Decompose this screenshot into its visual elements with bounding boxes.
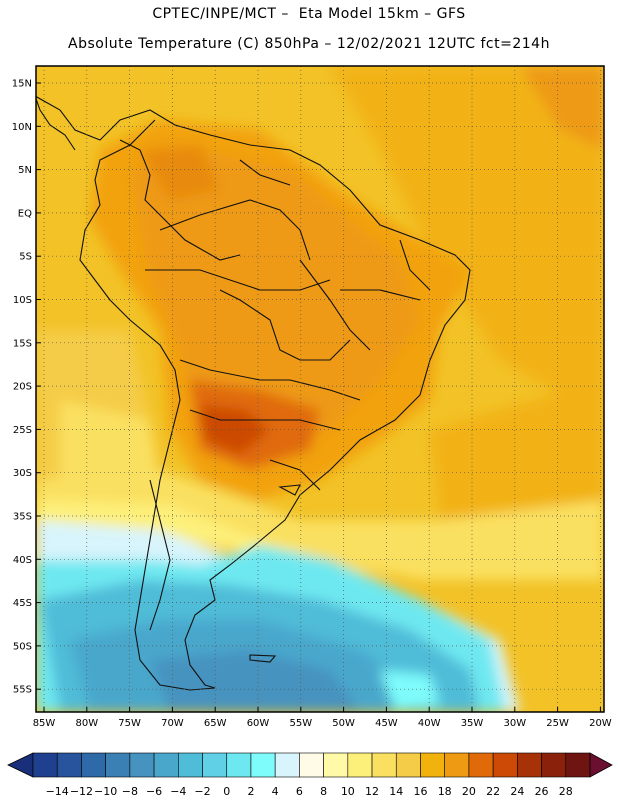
colorbar-label: 16: [413, 785, 427, 798]
lon-label: 55W: [289, 718, 312, 729]
lat-lon-grid: [36, 66, 604, 712]
colorbar-label: 18: [438, 785, 452, 798]
colorbar-label: −12: [70, 785, 93, 798]
lon-label: 60W: [247, 718, 270, 729]
lat-label: 40S: [13, 555, 32, 566]
colorbar-label: −14: [46, 785, 69, 798]
colorbar-swatch: [178, 752, 203, 778]
colorbar-label: 20: [462, 785, 476, 798]
colorbar-swatch: [32, 752, 58, 778]
lon-label: 75W: [118, 718, 141, 729]
colorbar-over-arrow: [589, 752, 613, 778]
lon-label: 65W: [204, 718, 227, 729]
lat-label: 25S: [13, 425, 32, 436]
colorbar-swatch: [56, 752, 82, 778]
colorbar-label: −2: [194, 785, 210, 798]
colorbar-under-arrow: [7, 752, 34, 778]
map-frame: [35, 65, 605, 713]
lon-label: 25W: [546, 718, 569, 729]
colorbar-label: 24: [510, 785, 524, 798]
colorbar-label: 4: [272, 785, 279, 798]
colorbar-swatch: [541, 752, 567, 778]
colorbar-swatch: [202, 752, 228, 778]
colorbar: −14 −12 −10 −8 −6 −4 −2 0 2 4 6 8 10 12 14 16 18 20 22 24 26…: [7, 752, 613, 798]
lat-label: 10S: [13, 295, 32, 306]
map-title-model: CPTEC/INPE/MCT – Eta Model 15km – GFS: [152, 6, 466, 22]
colorbar-label: −10: [94, 785, 117, 798]
lat-label: 55S: [13, 685, 32, 696]
lat-label: 5S: [19, 252, 32, 263]
colorbar-label: −8: [122, 785, 138, 798]
colorbar-label: 22: [486, 785, 500, 798]
colorbar-label: 12: [365, 785, 379, 798]
lat-label: 15N: [12, 79, 32, 90]
colorbar-label: 26: [535, 785, 549, 798]
lon-label: 40W: [418, 718, 441, 729]
lat-label: 20S: [13, 382, 32, 393]
colorbar-swatch: [81, 752, 106, 778]
colorbar-swatch: [371, 752, 397, 778]
lon-label: 85W: [33, 718, 56, 729]
lat-label: 45S: [13, 598, 32, 609]
lon-label: 70W: [161, 718, 184, 729]
lon-label: 50W: [332, 718, 355, 729]
lat-label: 30S: [13, 468, 32, 479]
colorbar-swatch: [299, 752, 324, 778]
colorbar-swatch: [274, 752, 300, 778]
lat-label: 35S: [13, 512, 32, 523]
colorbar-swatch: [129, 752, 155, 778]
colorbar-swatch: [323, 752, 349, 778]
colorbar-label: 2: [247, 785, 254, 798]
lat-label: 5N: [18, 165, 32, 176]
colorbar-swatch: [395, 752, 421, 778]
colorbar-label: 6: [296, 785, 303, 798]
colorbar-swatch: [444, 752, 470, 778]
lon-label: 35W: [461, 718, 484, 729]
colorbar-swatch: [565, 752, 591, 778]
colorbar-swatch: [517, 752, 542, 778]
lat-label: 10N: [12, 122, 32, 133]
lat-label: EQ: [18, 208, 32, 219]
lon-label: 45W: [375, 718, 398, 729]
coastline-outline: [36, 95, 471, 691]
lat-label: 50S: [13, 641, 32, 652]
colorbar-label: 14: [389, 785, 403, 798]
colorbar-label: 10: [341, 785, 355, 798]
colorbar-swatch: [420, 752, 445, 778]
lon-label: 30W: [503, 718, 526, 729]
longitude-labels: 85W 80W 75W 70W 65W 60W 55W 50W 45W 40W 35W 30W 25W 2…: [33, 718, 612, 729]
colorbar-label: 8: [320, 785, 327, 798]
colorbar-label: −4: [170, 785, 186, 798]
colorbar-label: −6: [146, 785, 162, 798]
map-title-field: Absolute Temperature (C) 850hPa – 12/02/…: [68, 36, 550, 52]
colorbar-label: 28: [559, 785, 573, 798]
colorbar-swatch: [226, 752, 252, 778]
colorbar-swatch: [347, 752, 373, 778]
lat-label: 15S: [13, 338, 32, 349]
colorbar-swatch: [492, 752, 518, 778]
latitude-labels: 15N 10N 5N EQ 5S 10S 15S 20S 25S 30S 35S 40S 45S 50S 5…: [12, 79, 32, 696]
colorbar-swatch: [250, 752, 276, 778]
colorbar-swatch: [468, 752, 494, 778]
lon-label: 20W: [589, 718, 612, 729]
colorbar-label: 0: [223, 785, 230, 798]
temperature-field: [36, 66, 604, 712]
colorbar-swatch: [105, 752, 131, 778]
colorbar-swatch: [153, 752, 179, 778]
lon-label: 80W: [75, 718, 98, 729]
